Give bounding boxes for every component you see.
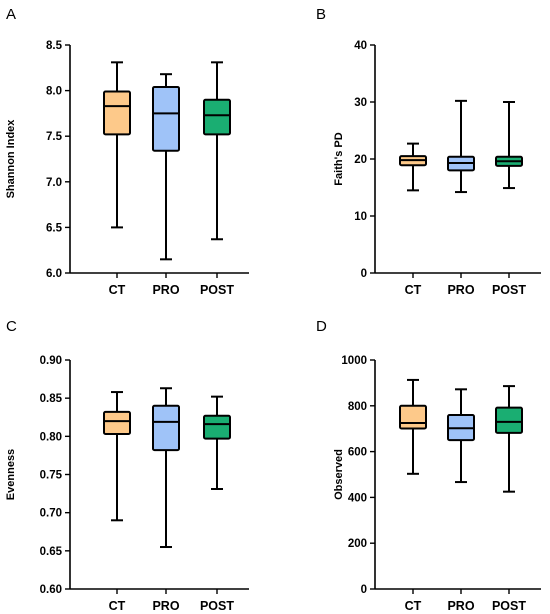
y-tick-label: 600 [348,447,367,459]
box-pro [447,99,475,194]
panel-d: D Observed 0 200 400 600 800 1000 CT PRO POST [316,318,541,613]
box-pro [447,388,475,484]
y-axis-title: Evenness [5,449,17,500]
box-ct [399,378,427,475]
iqr-box [103,410,131,436]
iqr-box [152,404,180,452]
y-tick-label: 8.0 [46,86,62,98]
y-tick-label: 20 [354,154,367,166]
box-post [495,385,523,493]
y-tick-label: 0.60 [40,584,62,596]
x-category-label: PRO [152,599,179,613]
x-category-label: CT [405,283,422,297]
panel-letter: A [6,6,16,23]
y-axis-title: Faith's PD [333,132,345,185]
y-tick-label: 6.5 [46,222,63,234]
x-category-label: PRO [447,283,474,297]
y-tick-label: 0 [361,268,367,280]
panel-letter: D [316,318,327,335]
iqr-box [152,85,180,152]
x-category-label: POST [492,599,526,613]
y-axis-title: Shannon Index [5,119,17,199]
y-tick-label: 200 [348,538,367,550]
box-ct [103,391,131,522]
y-tick-label: 1000 [341,355,367,367]
y-tick-label: 7.0 [46,177,62,189]
y-tick-label: 8.5 [46,40,63,52]
x-category-label: POST [492,283,526,297]
x-category-label: PRO [152,283,179,297]
y-tick-label: 30 [354,97,367,109]
y-tick-label: 0.85 [40,393,63,405]
y-tick-label: 0.65 [40,546,63,558]
y-tick-label: 0.75 [40,470,63,482]
panel-b: B Faith's PD 0 10 20 30 40 CT PRO POST [316,6,541,297]
iqr-box [203,414,231,440]
x-category-label: CT [109,283,126,297]
y-tick-label: 0 [361,584,367,596]
y-tick-label: 800 [348,401,367,413]
y-tick-label: 10 [354,211,367,223]
box-pro [152,387,180,549]
panel-c: C Evenness 0.60 0.65 0.70 0.75 0.80 0.85 0.90 CT P… [5,318,249,613]
y-tick-label: 0.70 [40,508,62,520]
x-category-label: PRO [447,599,474,613]
iqr-box [103,90,131,136]
x-category-label: CT [109,599,126,613]
x-category-label: POST [200,283,234,297]
box-pro [152,73,180,261]
box-post [495,101,523,190]
box-ct [399,142,427,192]
box-post [203,61,231,241]
y-axis-title: Observed [333,449,345,500]
iqr-box [203,98,231,136]
y-tick-label: 400 [348,492,367,504]
x-category-label: CT [405,599,422,613]
iqr-box [399,404,427,430]
y-tick-label: 7.5 [46,131,63,143]
box-post [203,395,231,491]
y-tick-label: 6.0 [46,268,62,280]
panel-a: A Shannon Index 6.0 6.5 7.0 7.5 8.0 8.5 CT PRO POS… [5,6,249,297]
panel-letter: B [316,6,326,23]
y-tick-label: 0.90 [40,355,62,367]
iqr-box [495,406,523,434]
y-tick-label: 0.80 [40,431,62,443]
x-category-label: POST [200,599,234,613]
y-tick-label: 40 [354,40,367,52]
panel-letter: C [6,318,17,335]
box-ct [103,61,131,229]
